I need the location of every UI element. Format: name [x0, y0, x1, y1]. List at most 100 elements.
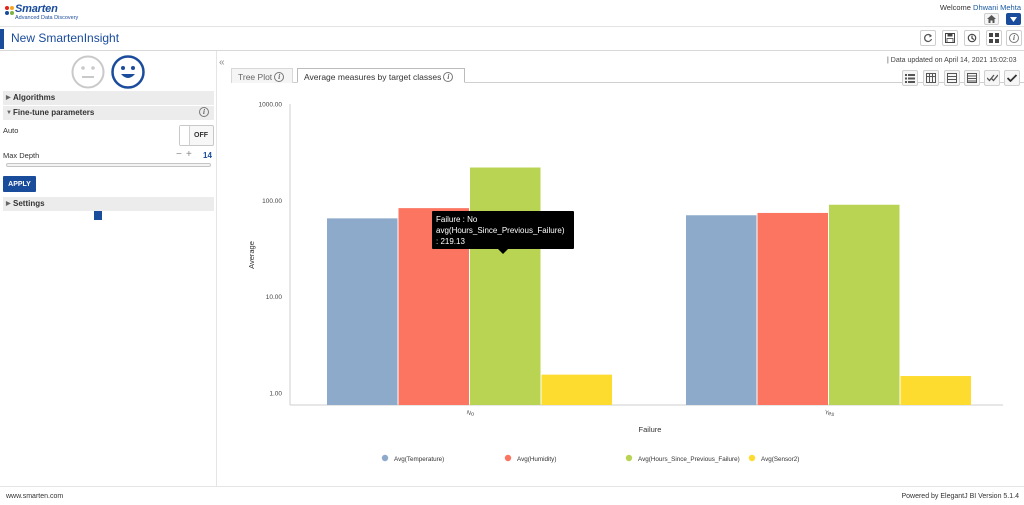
happy-face-icon[interactable]	[111, 55, 145, 89]
y-tick-label: 1.00	[269, 391, 282, 398]
legend-label[interactable]: Avg(Humidity)	[517, 456, 556, 463]
finetune-info-icon[interactable]: i	[199, 107, 209, 117]
share-button[interactable]	[964, 30, 980, 46]
x-tick-label: No	[466, 410, 476, 418]
y-tick-label: 1000.00	[259, 102, 283, 109]
double-check-icon	[986, 74, 998, 82]
y-tick-label: 10.00	[266, 294, 283, 301]
depth-decrement-button[interactable]: −	[176, 149, 182, 160]
info-icon[interactable]: i	[274, 72, 285, 82]
user-menu-button[interactable]	[1006, 13, 1021, 25]
home-icon	[987, 15, 996, 23]
list-view-button[interactable]	[902, 70, 918, 86]
auto-toggle[interactable]: OFF	[179, 125, 214, 146]
slider-thumb[interactable]	[94, 211, 103, 220]
finetune-section[interactable]: ▼ Fine-tune parameters i	[3, 106, 214, 120]
welcome-prefix: Welcome	[939, 3, 971, 12]
page-title: New SmartenInsight	[11, 31, 120, 45]
bar-avg-hours-since-previous-failure--no[interactable]	[470, 167, 541, 405]
logo-mark-icon	[5, 6, 14, 15]
legend-swatch[interactable]	[625, 454, 633, 462]
grid-icon	[967, 73, 977, 83]
tooltip-arrow	[498, 249, 508, 254]
settings-label: Settings	[13, 199, 45, 208]
bar-avg-sensor2--no[interactable]	[541, 374, 613, 405]
x-axis-title: Failure	[639, 425, 662, 434]
info-icon[interactable]: i	[443, 71, 454, 82]
apply-button[interactable]: APPLY	[3, 176, 36, 192]
max-depth-slider[interactable]	[6, 163, 211, 167]
table-view-button[interactable]	[944, 70, 960, 86]
filter-button[interactable]	[923, 70, 939, 86]
bar-avg-temperature--no[interactable]	[327, 218, 398, 405]
filter-icon	[926, 73, 936, 83]
legend-label[interactable]: Avg(Temperature)	[394, 456, 444, 463]
auto-label: Auto	[3, 126, 19, 135]
max-depth-label: Max Depth	[3, 151, 40, 160]
refresh-icon	[924, 33, 933, 43]
table-icon	[947, 73, 957, 83]
panel-divider	[216, 51, 217, 486]
legend-swatch[interactable]	[748, 454, 756, 462]
x-tick-label: Yes	[824, 410, 835, 418]
depth-increment-button[interactable]: +	[186, 149, 192, 160]
title-bar: New SmartenInsight i	[0, 27, 1024, 51]
toggle-state: OFF	[194, 132, 208, 139]
bar-avg-hours-since-previous-failure--yes[interactable]	[829, 204, 900, 405]
tab-label: Tree Plot	[238, 72, 273, 82]
double-check-button[interactable]	[984, 70, 1000, 86]
tooltip-line-2: avg(Hours_Since_Previous_Failure)	[436, 226, 565, 235]
user-name[interactable]: Dhwani Mehta	[973, 3, 1021, 12]
tab-tree-plot[interactable]: Tree Plot i	[231, 68, 293, 83]
tab-label: Average measures by target classes	[304, 71, 442, 82]
share-icon	[967, 33, 977, 43]
refresh-button[interactable]	[920, 30, 936, 46]
legend-label[interactable]: Avg(Hours_Since_Previous_Failure)	[638, 456, 740, 463]
info-icon: i	[1009, 33, 1019, 43]
legend-label[interactable]: Avg(Sensor2)	[761, 456, 799, 463]
layout-icon	[989, 33, 999, 43]
home-button[interactable]	[984, 13, 999, 25]
bar-avg-temperature--yes[interactable]	[686, 215, 757, 405]
toggle-knob	[180, 126, 190, 145]
smarten-logo[interactable]: Smarten Advanced Data Discovery	[3, 3, 93, 25]
save-icon	[945, 33, 955, 43]
tooltip-line-1: Failure : No	[436, 215, 478, 224]
tabs-baseline	[231, 82, 1024, 83]
brand-name: Smarten	[15, 3, 58, 15]
title-accent	[0, 29, 4, 49]
footer-website[interactable]: www.smarten.com	[6, 493, 64, 500]
bar-avg-humidity--yes[interactable]	[757, 212, 829, 405]
footer: www.smarten.com Powered by ElegantJ BI V…	[0, 486, 1024, 505]
algorithms-section[interactable]: ▶ Algorithms	[3, 91, 214, 105]
tab-average-measures[interactable]: Average measures by target classes i	[297, 68, 465, 83]
data-updated-text: | Data updated on April 14, 2021 15:02:0…	[887, 57, 1017, 64]
save-button[interactable]	[942, 30, 958, 46]
collapsed-triangle-icon: ▶	[6, 201, 11, 207]
layout-button[interactable]	[986, 30, 1002, 46]
info-button[interactable]: i	[1006, 30, 1022, 46]
menu-dropdown-icon	[1010, 16, 1017, 22]
legend-swatch[interactable]	[381, 454, 389, 462]
legend-swatch[interactable]	[504, 454, 512, 462]
settings-section[interactable]: ▶ Settings	[3, 197, 214, 211]
collapsed-triangle-icon: ▶	[6, 95, 11, 101]
y-axis-title: Average	[247, 241, 256, 269]
top-bar: Smarten Advanced Data Discovery Welcome …	[0, 0, 1024, 27]
footer-powered-by: Powered by ElegantJ BI Version 5.1.4	[901, 493, 1019, 500]
check-button[interactable]	[1004, 70, 1020, 86]
brand-tagline: Advanced Data Discovery	[15, 15, 79, 21]
welcome-message: Welcome Dhwani Mehta	[940, 3, 1021, 12]
chart-tooltip: Failure : No avg(Hours_Since_Previous_Fa…	[432, 211, 574, 254]
collapse-icon[interactable]: «	[219, 57, 225, 68]
tooltip-line-3: : 219.13	[436, 237, 465, 246]
y-tick-label: 100.00	[262, 198, 282, 205]
grid-view-button[interactable]	[964, 70, 980, 86]
finetune-label: Fine-tune parameters	[13, 108, 95, 117]
left-panel: ▶ Algorithms ▼ Fine-tune parameters i Au…	[0, 51, 216, 486]
bar-avg-sensor2--yes[interactable]	[900, 376, 972, 405]
algorithms-label: Algorithms	[13, 93, 56, 102]
sad-face-icon[interactable]	[71, 55, 105, 89]
expanded-triangle-icon: ▼	[6, 110, 12, 116]
